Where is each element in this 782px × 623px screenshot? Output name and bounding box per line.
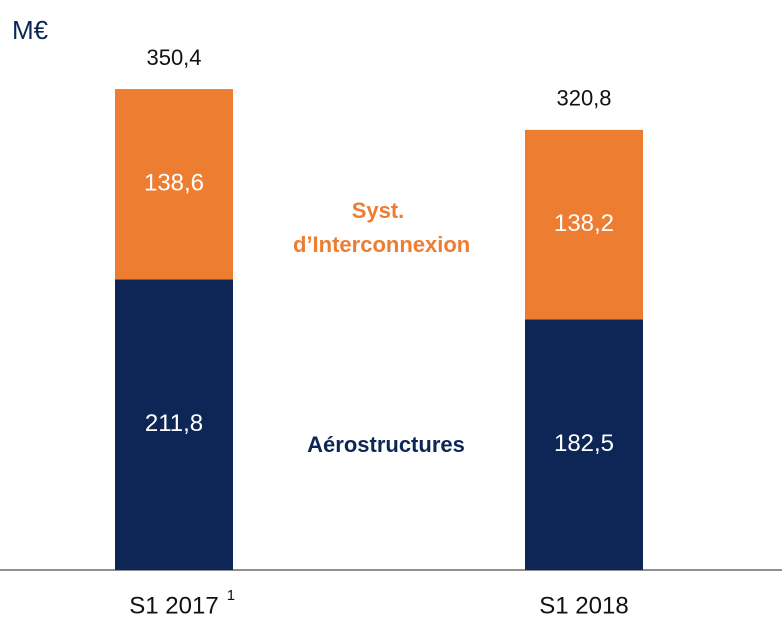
y-axis-unit: M€ (12, 15, 49, 45)
value-label: 138,2 (554, 210, 614, 237)
value-label: 138,6 (144, 170, 204, 197)
bar-segment (115, 89, 233, 280)
bar-segment (525, 319, 643, 570)
value-label: 182,5 (554, 430, 614, 457)
legend-label: Aérostructures (307, 432, 465, 457)
value-label: 211,8 (145, 410, 203, 437)
legend-label: Syst. d’Interconnexion (293, 198, 471, 257)
bar-segment (525, 129, 643, 320)
total-label: 350,4 (146, 45, 201, 70)
footnote-mark: 1 (227, 587, 235, 604)
total-label: 320,8 (556, 86, 611, 111)
bar-segment (115, 279, 233, 570)
x-tick-label: S1 2018 (539, 592, 628, 619)
x-tick-label: S1 2017 (129, 592, 218, 619)
